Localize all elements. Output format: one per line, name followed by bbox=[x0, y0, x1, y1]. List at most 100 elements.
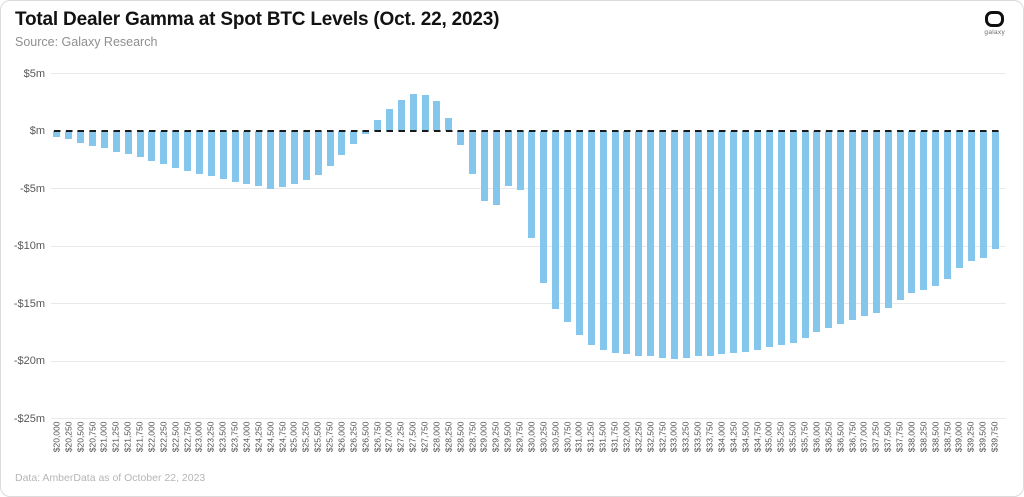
x-axis-tick-label: $29,750 bbox=[514, 421, 525, 452]
gamma-bar bbox=[932, 131, 940, 287]
x-axis-tick-label: $36,500 bbox=[835, 421, 846, 452]
gamma-bar bbox=[492, 131, 500, 205]
gamma-bar bbox=[53, 131, 61, 137]
gamma-bar bbox=[374, 119, 382, 131]
galaxy-logo-label: galaxy bbox=[984, 29, 1005, 36]
x-axis-tick-label: $27,250 bbox=[395, 421, 406, 452]
y-axis-tick-label: -$5m bbox=[19, 182, 45, 195]
gamma-bar bbox=[65, 131, 73, 140]
x-axis-tick-label: $35,250 bbox=[775, 421, 786, 452]
gamma-bar bbox=[777, 131, 785, 345]
gamma-bar bbox=[195, 131, 203, 174]
gamma-bar bbox=[670, 131, 678, 359]
gamma-bar bbox=[207, 131, 215, 176]
x-axis-tick-label: $38,000 bbox=[906, 421, 917, 452]
x-axis-tick-label: $37,750 bbox=[894, 421, 905, 452]
gamma-bar bbox=[730, 131, 738, 353]
gamma-bar bbox=[302, 131, 310, 181]
gamma-bar bbox=[124, 131, 132, 154]
x-axis-tick-label: $20,500 bbox=[75, 421, 86, 452]
gamma-bar bbox=[754, 131, 762, 350]
gamma-bar bbox=[872, 131, 880, 313]
h-gridline bbox=[51, 245, 1006, 247]
x-axis-tick-label: $32,000 bbox=[621, 421, 632, 452]
gamma-bar bbox=[647, 131, 655, 357]
gamma-bar bbox=[480, 131, 488, 202]
x-axis-tick-label: $20,750 bbox=[87, 421, 98, 452]
gamma-bar bbox=[837, 131, 845, 325]
x-axis-tick-label: $32,750 bbox=[657, 421, 668, 452]
x-axis-tick-label: $34,750 bbox=[752, 421, 763, 452]
y-axis-tick-label: -$15m bbox=[13, 297, 45, 310]
gamma-bar bbox=[967, 131, 975, 261]
gamma-bar bbox=[279, 131, 287, 188]
x-axis-tick-label: $33,250 bbox=[680, 421, 691, 452]
gamma-bar bbox=[860, 131, 868, 317]
x-axis-tick-label: $23,750 bbox=[229, 421, 240, 452]
x-axis-tick-label: $31,750 bbox=[609, 421, 620, 452]
x-axis-tick-label: $31,500 bbox=[597, 421, 608, 452]
x-axis-tick-label: $22,750 bbox=[182, 421, 193, 452]
gamma-bar bbox=[635, 131, 643, 357]
page-title: Total Dealer Gamma at Spot BTC Levels (O… bbox=[15, 9, 500, 30]
gamma-bar bbox=[89, 131, 97, 146]
gamma-bar bbox=[587, 131, 595, 345]
x-axis-tick-label: $25,500 bbox=[312, 421, 323, 452]
x-axis-tick-label: $39,750 bbox=[989, 421, 1000, 452]
gamma-bar bbox=[243, 131, 251, 184]
gamma-bar bbox=[385, 109, 393, 131]
gamma-bar bbox=[682, 131, 690, 358]
x-axis-tick-label: $26,250 bbox=[348, 421, 359, 452]
x-axis-tick-label: $24,000 bbox=[241, 421, 252, 452]
x-axis-tick-label: $24,500 bbox=[265, 421, 276, 452]
galaxy-logo: galaxy bbox=[984, 11, 1005, 36]
x-axis-tick-label: $30,250 bbox=[538, 421, 549, 452]
y-axis-tick-label: -$25m bbox=[13, 412, 45, 425]
x-axis-tick-label: $35,750 bbox=[799, 421, 810, 452]
gamma-bar bbox=[611, 131, 619, 353]
gamma-bar bbox=[765, 131, 773, 348]
x-axis-tick-label: $32,500 bbox=[645, 421, 656, 452]
x-axis-tick-label: $26,500 bbox=[360, 421, 371, 452]
x-axis-tick-label: $33,500 bbox=[692, 421, 703, 452]
x-axis-tick-label: $27,000 bbox=[383, 421, 394, 452]
gamma-bar bbox=[457, 131, 465, 145]
gamma-bar bbox=[742, 131, 750, 352]
gamma-bar bbox=[991, 131, 999, 250]
gamma-bar bbox=[350, 131, 358, 144]
x-axis-tick-label: $22,500 bbox=[170, 421, 181, 452]
x-axis-tick-label: $21,750 bbox=[134, 421, 145, 452]
x-axis-tick-label: $20,000 bbox=[51, 421, 62, 452]
x-axis-tick-label: $32,250 bbox=[633, 421, 644, 452]
gamma-bar bbox=[421, 95, 429, 131]
x-axis-tick-label: $36,000 bbox=[811, 421, 822, 452]
x-axis-tick-label: $33,000 bbox=[668, 421, 679, 452]
gamma-bar bbox=[100, 131, 108, 149]
gamma-bar bbox=[160, 131, 168, 165]
gamma-bar bbox=[564, 131, 572, 322]
x-axis-tick-label: $39,000 bbox=[953, 421, 964, 452]
gamma-bar bbox=[433, 101, 441, 131]
gamma-bar bbox=[172, 131, 180, 168]
galaxy-logo-icon bbox=[985, 11, 1005, 27]
x-axis-tick-label: $35,000 bbox=[763, 421, 774, 452]
gamma-bar bbox=[290, 131, 298, 184]
x-axis-tick-label: $38,250 bbox=[918, 421, 929, 452]
x-axis-tick-label: $28,250 bbox=[443, 421, 454, 452]
x-axis-tick-label: $37,000 bbox=[858, 421, 869, 452]
gamma-bar bbox=[575, 131, 583, 335]
gamma-bar bbox=[849, 131, 857, 320]
x-axis-tick-label: $26,750 bbox=[372, 421, 383, 452]
x-axis-tick-label: $23,250 bbox=[205, 421, 216, 452]
gamma-bar bbox=[77, 131, 85, 143]
h-gridline bbox=[51, 418, 1006, 419]
gamma-bar bbox=[219, 131, 227, 180]
x-axis-tick-label: $22,250 bbox=[158, 421, 169, 452]
x-axis-tick-label: $23,500 bbox=[217, 421, 228, 452]
zero-dashed-line bbox=[51, 130, 1001, 132]
x-axis-tick-label: $25,250 bbox=[300, 421, 311, 452]
gamma-bar bbox=[231, 131, 239, 182]
gamma-bar bbox=[397, 99, 405, 131]
x-axis-tick-label: $39,250 bbox=[965, 421, 976, 452]
